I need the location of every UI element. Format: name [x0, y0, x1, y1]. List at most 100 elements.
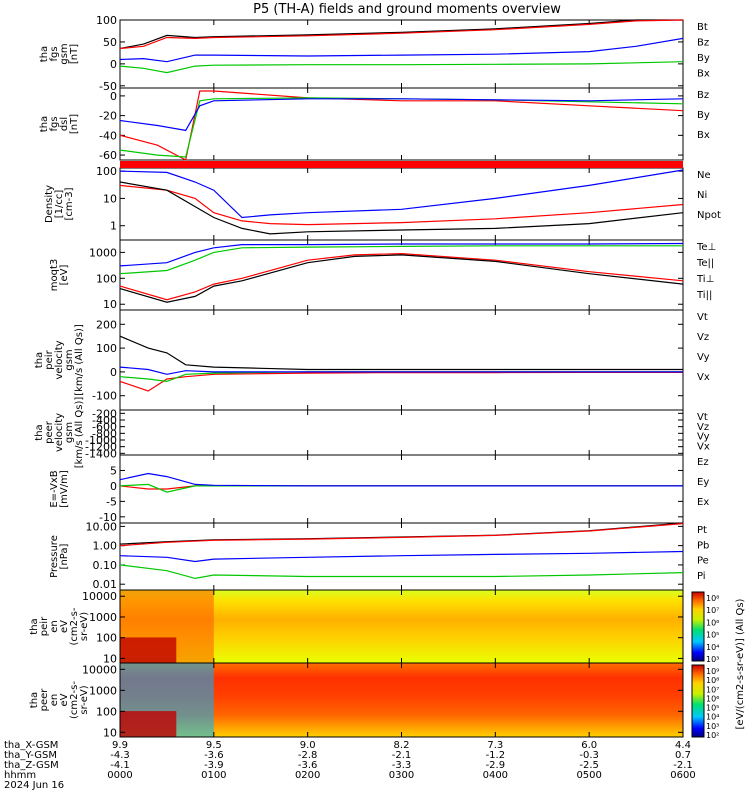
ylabel-temp: moqt3	[49, 259, 60, 292]
panel-frame-efield	[119, 454, 684, 524]
ytick-label-efield: 0	[110, 480, 117, 493]
ylabel-peer_en: (cm2-s-	[69, 681, 80, 719]
ytick-label-peer_en: 10000	[82, 663, 117, 676]
ytick-label-peir_vel: 200	[96, 318, 117, 331]
ylabel-peer_vel: velocity	[54, 413, 65, 452]
ylabel-temp: [eV]	[59, 265, 70, 286]
ytick-label-peer_vel: -800	[92, 427, 117, 440]
ytick-label-density: 1	[110, 220, 117, 233]
legend-efield-0: Ez	[697, 457, 709, 468]
ylabel-peir_en: (cm2-s-	[69, 607, 80, 645]
ylabel-density: [cm-3]	[64, 187, 75, 220]
xaxis-value-x: 6.0	[581, 740, 597, 751]
ylabel-fgs_gsm: [nT]	[69, 44, 80, 64]
ylabel-pressure: Pressure	[49, 535, 60, 578]
ytick-label-peir_en: 10	[103, 652, 117, 665]
panel-peir_vel: -100 0 100 200 tha peir velocity gsm [km/s (All …	[34, 309, 710, 411]
legend-peer_vel-0: Vt	[697, 412, 708, 423]
colorbar-tick-lower: 10⁶	[706, 694, 719, 703]
colorbar-upper	[691, 591, 705, 662]
xaxis-value-z: -3.9	[204, 760, 224, 771]
legend-peir_vel-2: Vy	[697, 352, 710, 363]
ytick-label-efield: -5	[106, 495, 117, 508]
xaxis-value-z: -3.3	[392, 760, 412, 771]
series-peir_vel-3	[119, 366, 683, 375]
series-fgs_gsm-3	[119, 37, 684, 63]
legend-fgs_dsl-2: Bx	[697, 130, 710, 141]
ytick-label-peir_vel: 0	[110, 366, 117, 379]
ylabel-peer_en: eV	[59, 693, 70, 706]
series-fgs_gsm-1	[119, 19, 684, 50]
series-temp-2	[119, 242, 684, 267]
xaxis-row-label-4: 2024 Jun 16	[4, 780, 64, 791]
legend-peir_vel-3: Vx	[697, 372, 710, 383]
legend-density-0: Ne	[697, 170, 711, 181]
panel-fgs_gsm: -50 0 50 100 tha fgs gsm [nT] Bt Bz By Bx	[39, 14, 710, 93]
ylabel-density: Density	[44, 185, 55, 223]
legend-temp-1: Te||	[696, 258, 714, 269]
ytick-label-peir_vel: -100	[92, 390, 117, 403]
panel-fgs_dsl: -60 -40 -20 0 tha fgs dsl [nT] Bz By Bx	[39, 87, 710, 162]
xaxis-value-y: -1.2	[486, 750, 506, 761]
ytick-label-peir_en: 10000	[82, 590, 117, 603]
series-temp-0	[119, 252, 684, 301]
colorbar-tick-lower: 10⁴	[706, 713, 719, 722]
xaxis-value-x: 4.4	[675, 740, 691, 751]
ylabel-peir_en: tha	[29, 618, 40, 634]
ytick-label-peer_en: 1000	[89, 684, 117, 697]
series-pressure-3	[119, 550, 684, 563]
ytick-label-fgs_dsl: -60	[99, 149, 117, 162]
series-temp-3	[119, 245, 683, 275]
series-peir_vel-1	[119, 371, 683, 392]
ylabel-peir_vel: velocity	[54, 340, 65, 379]
ylabel-peir_en: sr-eV)	[79, 612, 90, 641]
legend-temp-0: Te⊥	[696, 242, 716, 253]
colorbar-tick-upper: 10⁶	[706, 618, 719, 627]
ylabel-peer_en: peer	[39, 688, 50, 712]
ytick-label-peir_vel: 100	[96, 342, 117, 355]
ytick-label-peer_vel: -1200	[85, 441, 117, 454]
legend-fgs_dsl-1: By	[697, 110, 710, 121]
xaxis-value-y: -4.3	[110, 750, 130, 761]
legend-temp-2: Ti⊥	[696, 274, 714, 285]
colorbar-tick-lower: 10⁷	[706, 685, 719, 694]
panel-density: 1 10 100 Density [1/cc] [cm-3] Ne Ni Npot	[44, 165, 721, 241]
ytick-label-peer_vel: -200	[92, 407, 117, 420]
panel-peer_en: 10 100 1000 10000 tha peer en eV (cm2-s-sr-eV)	[29, 662, 684, 739]
ytick-label-fgs_gsm: 50	[103, 36, 117, 49]
ylabel-fgs_dsl: tha	[39, 116, 50, 132]
ytick-label-peer_vel: -1000	[85, 434, 117, 447]
legend-efield-2: Ex	[697, 497, 709, 508]
series-fgs_dsl-2	[119, 98, 684, 132]
xaxis-value-hhmm: 0200	[295, 770, 320, 781]
xaxis-row-label-2: tha_Z-GSM	[4, 760, 59, 771]
xaxis-value-z: -2.9	[486, 760, 506, 771]
series-peir_vel-0	[119, 335, 683, 371]
series-pressure-2	[119, 564, 684, 580]
xaxis-row-label-3: hhmm	[4, 770, 36, 781]
ytick-label-peer_en: 100	[96, 705, 117, 718]
colorbar-tick-lower: 10³	[706, 722, 719, 731]
legend-efield-1: Ey	[697, 477, 709, 488]
xaxis-value-x: 9.5	[206, 740, 222, 751]
colorbar-tick-upper: 10⁷	[706, 606, 719, 615]
ylabel-efield: [mV/m]	[59, 470, 70, 508]
panel-frame-peer_vel	[119, 409, 684, 456]
panel-efield: -10 -5 0 5 E=-VxB [mV/m] Ez Ey Ex	[49, 454, 709, 524]
figure-title: P5 (TH-A) fields and ground moments over…	[253, 2, 561, 17]
ytick-label-fgs_dsl: -20	[99, 110, 117, 123]
ylabel-peir_vel: [km/s (All Qs)]	[74, 324, 85, 396]
ytick-label-pressure: 1.00	[93, 540, 118, 553]
ylabel-efield: E=-VxB	[49, 470, 60, 507]
spectrogram-lowband-peir_en	[120, 637, 177, 663]
series-temp-1	[119, 254, 684, 303]
ytick-label-efield: -10	[99, 511, 117, 524]
legend-peir_vel-0: Vt	[697, 312, 708, 323]
legend-temp-3: Ti||	[696, 290, 712, 301]
colorbars: 10⁸10⁷10⁶10⁵10⁴10³10⁹10⁸10⁷10⁶10⁵10⁴10³1…	[691, 591, 746, 740]
xaxis-value-y: -2.1	[392, 750, 412, 761]
ylabel-density: [1/cc]	[54, 190, 65, 219]
ytick-label-pressure: 0.01	[93, 578, 118, 591]
xaxis-value-z: -2.1	[673, 760, 693, 771]
